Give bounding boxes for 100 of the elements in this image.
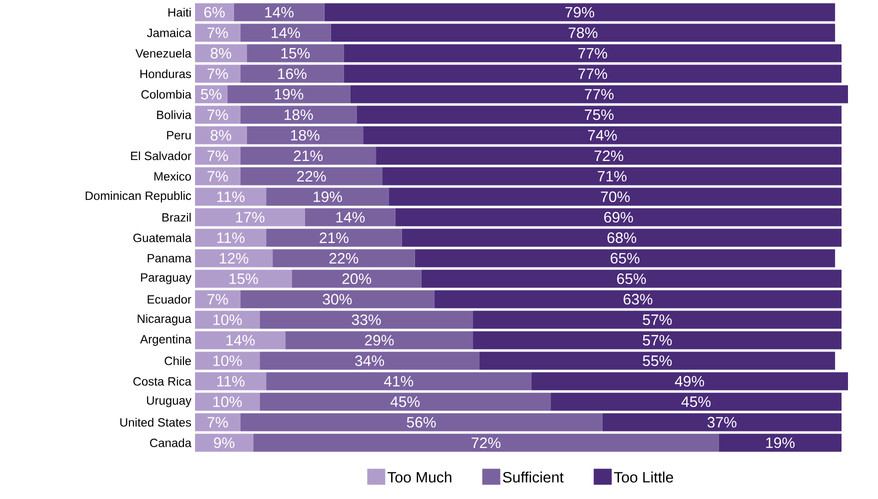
bar [266, 372, 532, 390]
bar [421, 270, 842, 288]
bar [227, 85, 350, 104]
legend-label: Too Little [614, 472, 674, 483]
bar [286, 331, 474, 350]
y-tick-label: Guatemala [133, 233, 192, 242]
y-tick-label: Honduras [140, 69, 192, 78]
bar [195, 167, 240, 186]
bar [350, 85, 848, 104]
y-tick-label: Paraguay [141, 273, 192, 284]
bar [195, 228, 266, 247]
data-label: 49% [674, 376, 704, 387]
data-label: 65% [617, 273, 646, 284]
y-tick-label: Mexico [154, 172, 191, 181]
data-label: 7% [208, 68, 228, 80]
y-tick-label: United States [120, 418, 192, 427]
data-label: 78% [568, 27, 598, 38]
data-label: 45% [390, 396, 420, 408]
data-label: 56% [406, 416, 436, 428]
bar [246, 126, 364, 144]
bar [246, 44, 344, 62]
y-tick-label: Haiti [168, 8, 191, 17]
data-label: 19% [314, 191, 342, 202]
data-label: 33% [352, 314, 381, 326]
bar [195, 434, 254, 452]
bar [356, 106, 842, 124]
data-label: 79% [565, 6, 594, 18]
legend-label: Too Much [388, 472, 452, 483]
data-label: 63% [624, 294, 652, 305]
bar [240, 106, 357, 124]
data-label: 7% [208, 110, 228, 120]
bar [195, 126, 247, 144]
data-label: 65% [610, 252, 640, 264]
bar [388, 188, 842, 206]
data-label: 30% [322, 294, 352, 305]
bar [376, 146, 842, 165]
y-tick-label: Bolivia [157, 110, 192, 120]
data-label: 21% [294, 150, 323, 162]
data-label: 8% [210, 48, 232, 59]
data-label: 18% [284, 109, 313, 120]
data-label: 11% [217, 376, 244, 387]
bar [272, 249, 415, 268]
bar [304, 208, 396, 226]
y-tick-label: El Salvador [131, 151, 192, 160]
bar [473, 310, 842, 329]
y-tick-label: Brazil [162, 212, 191, 222]
data-label: 70% [601, 191, 630, 202]
data-label: 6% [204, 6, 225, 18]
bar [234, 3, 324, 22]
data-label: 75% [584, 109, 614, 120]
bar [330, 24, 836, 42]
y-tick-label: Ecuador [148, 294, 192, 304]
data-label: 12% [220, 252, 248, 264]
data-label: 10% [213, 355, 242, 366]
bar [195, 146, 240, 165]
bar [414, 249, 836, 268]
data-label: 37% [707, 416, 736, 428]
data-label: 14% [226, 335, 255, 346]
bar [266, 188, 389, 206]
bar [195, 44, 247, 62]
bar [195, 372, 266, 390]
bar [324, 3, 836, 22]
y-tick-label: Panama [148, 254, 192, 262]
data-label: 14% [336, 212, 365, 223]
bar [473, 331, 842, 350]
bar [195, 310, 260, 329]
y-tick-label: Uruguay [147, 396, 192, 408]
bar [402, 228, 842, 247]
data-label: 69% [604, 212, 633, 223]
bar [531, 372, 848, 390]
y-tick-label: Chile [164, 356, 191, 366]
y-tick-label: Costa Rica [133, 376, 192, 386]
data-label: 57% [642, 314, 672, 326]
bar [344, 64, 842, 83]
bar [395, 208, 842, 226]
bar [195, 24, 240, 42]
bar [479, 352, 836, 370]
bar [195, 290, 240, 308]
bar [260, 310, 474, 329]
data-label: 7% [208, 150, 228, 162]
bar [718, 434, 842, 452]
y-tick-label: Argentina [140, 334, 192, 346]
data-label: 20% [342, 273, 372, 284]
bar [195, 64, 240, 83]
bar [240, 167, 382, 186]
data-label: 74% [588, 130, 617, 141]
bar [260, 392, 551, 411]
bar [240, 64, 344, 83]
data-label: 7% [208, 171, 228, 182]
y-tick-label: Jamaica [146, 28, 192, 38]
y-tick-label: Nicaragua [138, 314, 192, 326]
bar [195, 270, 292, 288]
data-label: 72% [594, 150, 624, 162]
data-label: 18% [291, 130, 320, 141]
bar [292, 270, 422, 288]
data-label: 22% [329, 252, 358, 264]
data-label: 11% [217, 232, 244, 244]
y-tick-label: Dominican Republic [86, 191, 192, 202]
bar [260, 352, 480, 370]
bar [240, 413, 602, 432]
